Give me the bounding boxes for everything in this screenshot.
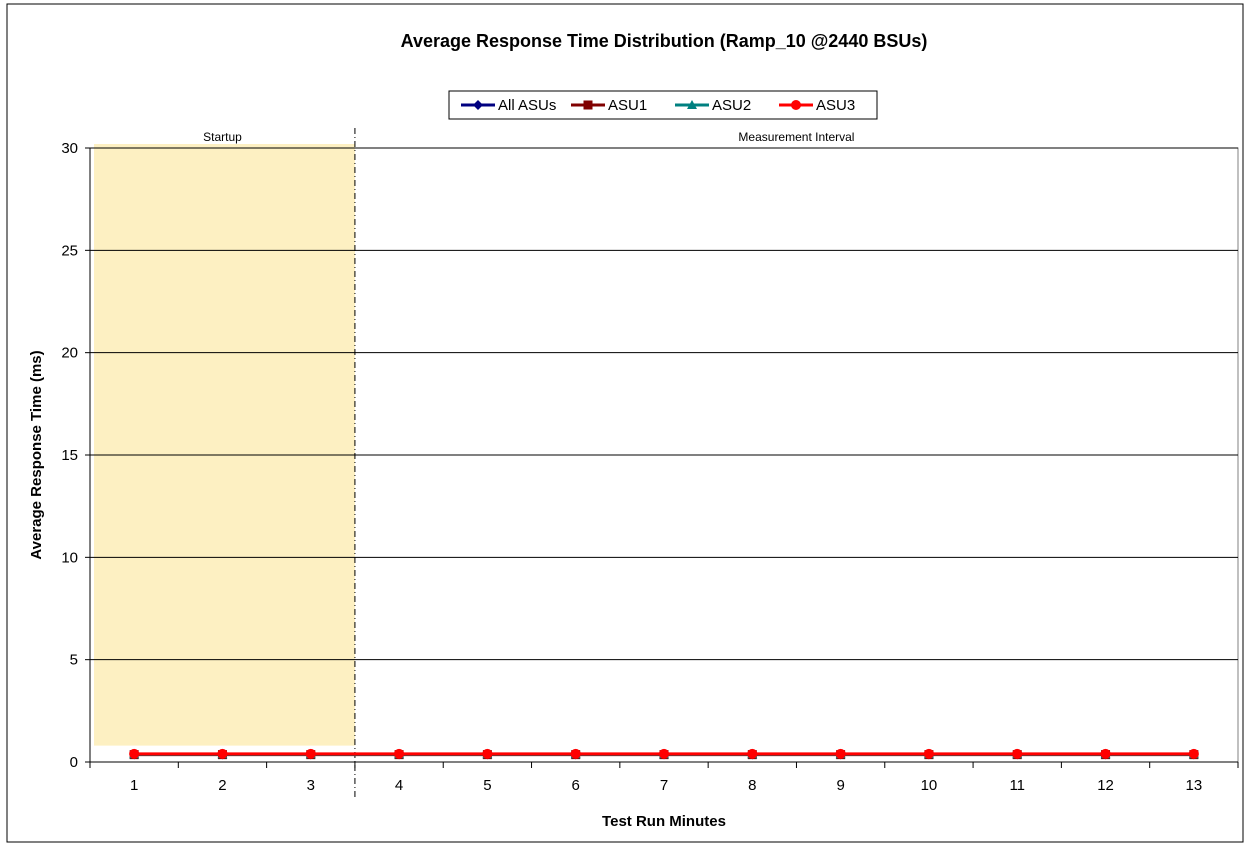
data-point-asu3: [659, 748, 669, 759]
x-tick-label: 10: [921, 777, 938, 794]
y-tick-label: 0: [70, 754, 78, 771]
legend-label-asu2: ASU2: [712, 97, 751, 114]
data-point-asu3: [1188, 748, 1199, 759]
data-point-asu3: [129, 748, 140, 759]
data-point-asu3: [482, 748, 493, 759]
data-point-asu3: [217, 748, 228, 759]
legend-label-all-asus: All ASUs: [498, 97, 556, 114]
y-axis-label: Average Response Time (ms): [28, 350, 45, 559]
legend-marker-asu2: [687, 100, 697, 109]
data-point-asu3: [747, 748, 758, 759]
legend-marker-asu3: [791, 100, 801, 110]
data-point-asu3: [1100, 748, 1111, 759]
y-tick-label: 10: [61, 549, 78, 566]
region-label-measurement: Measurement Interval: [738, 130, 854, 144]
legend-label-asu3: ASU3: [816, 97, 855, 114]
y-tick-label: 25: [61, 242, 78, 259]
x-tick-label: 4: [395, 777, 403, 794]
x-tick-label: 1: [130, 777, 138, 794]
x-tick-label: 2: [218, 777, 226, 794]
data-point-asu3: [1012, 748, 1023, 759]
x-tick-label: 8: [748, 777, 756, 794]
data-point-asu3: [394, 748, 405, 759]
x-tick-label: 12: [1097, 777, 1114, 794]
legend-marker-all-asus: [473, 100, 483, 110]
data-point-asu3: [305, 748, 316, 759]
x-tick-label: 7: [660, 777, 668, 794]
legend: All ASUs ASU1 ASU2 ASU3: [448, 90, 878, 120]
x-tick-label: 5: [483, 777, 491, 794]
x-tick-label: 9: [836, 777, 844, 794]
chart-title: Average Response Time Distribution (Ramp…: [401, 31, 928, 51]
startup-shading: [94, 144, 355, 746]
y-tick-label: 5: [70, 652, 78, 669]
x-tick-label: 6: [572, 777, 580, 794]
legend-label-asu1: ASU1: [608, 97, 647, 114]
y-tick-label: 20: [61, 345, 78, 362]
data-point-asu3: [923, 748, 934, 759]
data-point-asu3: [570, 748, 581, 759]
y-tick-label: 30: [61, 140, 78, 157]
x-axis-label: Test Run Minutes: [602, 813, 726, 830]
x-tick-label: 3: [307, 777, 315, 794]
data-point-asu3: [835, 748, 846, 759]
y-tick-label: 15: [61, 447, 78, 464]
legend-marker-asu1: [583, 100, 593, 110]
x-tick-label: 11: [1009, 777, 1025, 794]
x-tick-label: 13: [1186, 777, 1203, 794]
region-label-startup: Startup: [203, 130, 242, 144]
